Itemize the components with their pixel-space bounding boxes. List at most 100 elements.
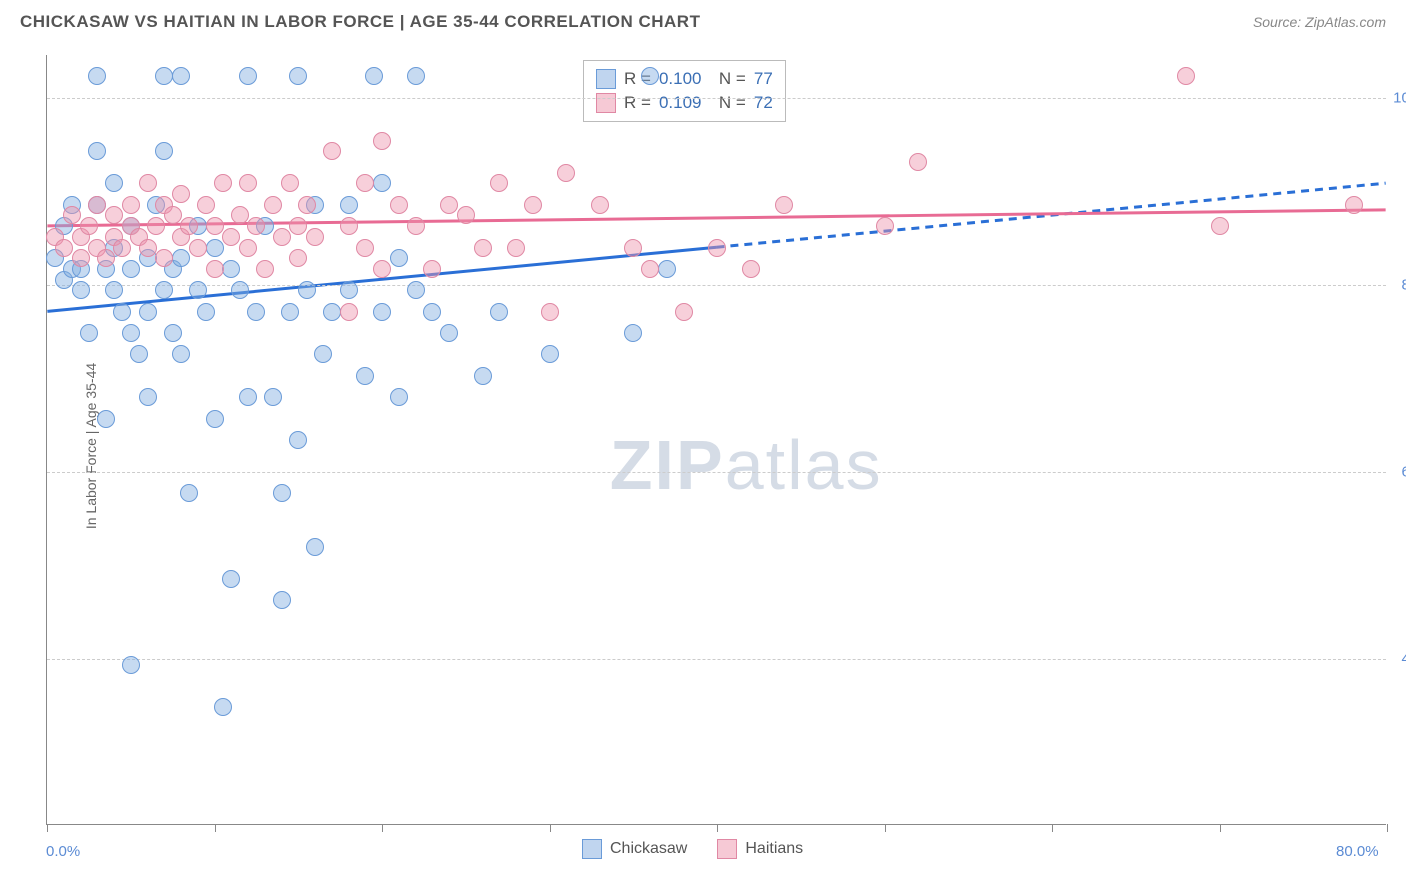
data-point — [97, 249, 115, 267]
data-point — [139, 388, 157, 406]
data-point — [189, 281, 207, 299]
data-point — [306, 538, 324, 556]
scatter-plot-area: ZIPatlas R = 0.100 N = 77 R = 0.109 N = … — [46, 55, 1386, 825]
data-point — [373, 260, 391, 278]
data-point — [440, 324, 458, 342]
data-point — [130, 345, 148, 363]
data-point — [222, 228, 240, 246]
data-point — [1345, 196, 1363, 214]
data-point — [457, 206, 475, 224]
data-point — [155, 142, 173, 160]
gridline-h — [47, 659, 1386, 660]
data-point — [155, 281, 173, 299]
legend-item-haitians: Haitians — [717, 839, 803, 859]
watermark-light: atlas — [725, 426, 883, 504]
data-point — [407, 281, 425, 299]
x-tick — [1220, 824, 1221, 832]
data-point — [624, 239, 642, 257]
x-tick — [885, 824, 886, 832]
data-point — [289, 431, 307, 449]
data-point — [273, 591, 291, 609]
data-point — [72, 281, 90, 299]
data-point — [63, 206, 81, 224]
data-point — [742, 260, 760, 278]
data-point — [122, 260, 140, 278]
data-point — [273, 484, 291, 502]
data-point — [440, 196, 458, 214]
data-point — [206, 239, 224, 257]
data-point — [139, 303, 157, 321]
data-point — [147, 217, 165, 235]
data-point — [675, 303, 693, 321]
data-point — [775, 196, 793, 214]
data-point — [122, 196, 140, 214]
legend-row-chickasaw: R = 0.100 N = 77 — [596, 67, 773, 91]
correlation-legend: R = 0.100 N = 77 R = 0.109 N = 72 — [583, 60, 786, 122]
data-point — [356, 174, 374, 192]
x-tick — [1387, 824, 1388, 832]
data-point — [239, 67, 257, 85]
data-point — [373, 303, 391, 321]
data-point — [340, 217, 358, 235]
data-point — [289, 249, 307, 267]
data-point — [641, 260, 659, 278]
data-point — [222, 260, 240, 278]
data-point — [1211, 217, 1229, 235]
data-point — [474, 367, 492, 385]
data-point — [281, 303, 299, 321]
data-point — [72, 249, 90, 267]
y-tick-label: 65.0% — [1401, 464, 1406, 481]
legend-row-haitians: R = 0.109 N = 72 — [596, 91, 773, 115]
data-point — [172, 345, 190, 363]
data-point — [390, 196, 408, 214]
y-tick-label: 100.0% — [1393, 89, 1406, 106]
data-point — [97, 410, 115, 428]
x-tick — [550, 824, 551, 832]
trend-lines-layer — [47, 55, 1386, 824]
data-point — [373, 174, 391, 192]
x-tick — [215, 824, 216, 832]
data-point — [298, 281, 316, 299]
y-tick-label: 82.5% — [1401, 276, 1406, 293]
data-point — [356, 239, 374, 257]
data-point — [658, 260, 676, 278]
series-legend: Chickasaw Haitians — [582, 839, 803, 859]
swatch-blue — [582, 839, 602, 859]
legend-n-label: N = — [709, 69, 745, 89]
gridline-h — [47, 98, 1386, 99]
data-point — [214, 698, 232, 716]
data-point — [323, 303, 341, 321]
swatch-pink — [717, 839, 737, 859]
data-point — [507, 239, 525, 257]
data-point — [172, 67, 190, 85]
watermark: ZIPatlas — [610, 425, 883, 505]
x-tick — [382, 824, 383, 832]
data-point — [876, 217, 894, 235]
data-point — [1177, 67, 1195, 85]
data-point — [390, 388, 408, 406]
data-point — [239, 239, 257, 257]
swatch-blue — [596, 69, 616, 89]
data-point — [164, 324, 182, 342]
data-point — [105, 281, 123, 299]
gridline-h — [47, 472, 1386, 473]
data-point — [541, 303, 559, 321]
data-point — [113, 239, 131, 257]
data-point — [88, 67, 106, 85]
data-point — [298, 196, 316, 214]
data-point — [206, 217, 224, 235]
legend-r-label: R = — [624, 93, 651, 113]
data-point — [365, 67, 383, 85]
data-point — [105, 174, 123, 192]
data-point — [273, 228, 291, 246]
watermark-bold: ZIP — [610, 426, 725, 504]
data-point — [423, 303, 441, 321]
data-point — [356, 367, 374, 385]
data-point — [474, 239, 492, 257]
data-point — [55, 239, 73, 257]
data-point — [490, 303, 508, 321]
data-point — [624, 324, 642, 342]
x-tick — [1052, 824, 1053, 832]
data-point — [105, 206, 123, 224]
data-point — [591, 196, 609, 214]
